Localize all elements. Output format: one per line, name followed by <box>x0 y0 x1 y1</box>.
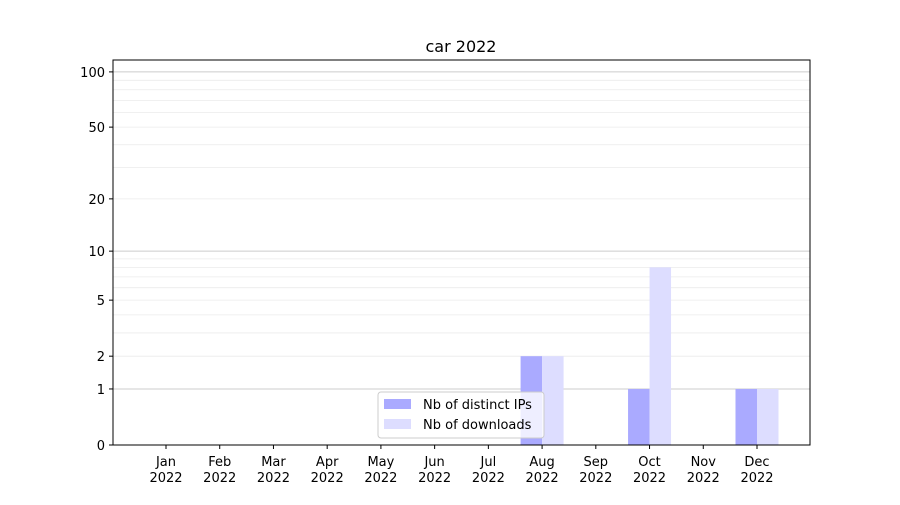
y-tick-label: 20 <box>88 193 105 208</box>
x-tick-label: Aug <box>529 455 554 470</box>
x-tick-label: Jul <box>480 455 497 470</box>
x-tick-label: 2022 <box>740 471 773 486</box>
x-tick-label: Sep <box>584 455 609 470</box>
bar-distinct-ips <box>735 388 757 445</box>
bar-downloads <box>542 356 564 445</box>
legend-label: Nb of distinct IPs <box>423 398 532 413</box>
y-tick-label: 5 <box>97 294 105 309</box>
bar-downloads <box>757 388 779 445</box>
legend-box <box>377 391 545 439</box>
chart-title: car 2022 <box>426 37 497 56</box>
x-tick-label: 2022 <box>149 471 182 486</box>
plot-frame <box>112 59 811 446</box>
x-tick-label: Mar <box>261 455 286 470</box>
x-tick-label: 2022 <box>526 471 559 486</box>
y-tick-label: 50 <box>88 121 105 136</box>
y-tick-label: 1 <box>97 383 105 398</box>
x-tick-label: May <box>367 455 394 470</box>
x-tick-label: 2022 <box>203 471 236 486</box>
legend: Nb of distinct IPs Nb of downloads <box>377 391 545 439</box>
x-tick-label: 2022 <box>472 471 505 486</box>
x-tick-label: Apr <box>316 455 339 470</box>
x-tick-label: 2022 <box>579 471 612 486</box>
x-tick-label: 2022 <box>418 471 451 486</box>
y-tick-label: 2 <box>97 350 105 365</box>
legend-swatch <box>384 399 411 409</box>
y-tick-label: 100 <box>80 66 105 81</box>
x-tick-label: 2022 <box>311 471 344 486</box>
bar-distinct-ips <box>628 388 650 445</box>
x-tick-label: Jun <box>423 455 444 470</box>
grid <box>113 71 810 390</box>
x-tick-label: Dec <box>744 455 769 470</box>
x-tick-label: 2022 <box>364 471 397 486</box>
legend-label: Nb of downloads <box>423 418 532 433</box>
x-tick-label: Jan <box>155 455 176 470</box>
x-tick-label: Oct <box>638 455 660 470</box>
bar-downloads <box>649 267 672 445</box>
x-tick-label: 2022 <box>687 471 720 486</box>
legend-swatch <box>384 419 411 429</box>
x-tick-label: Feb <box>208 455 231 470</box>
x-tick-label: Nov <box>691 455 717 470</box>
axes: 0125102050100Jan2022Feb2022Mar2022Apr202… <box>80 59 811 486</box>
y-tick-label: 10 <box>88 245 105 260</box>
x-tick-label: 2022 <box>633 471 666 486</box>
y-tick-label: 0 <box>97 439 105 454</box>
x-tick-label: 2022 <box>257 471 290 486</box>
